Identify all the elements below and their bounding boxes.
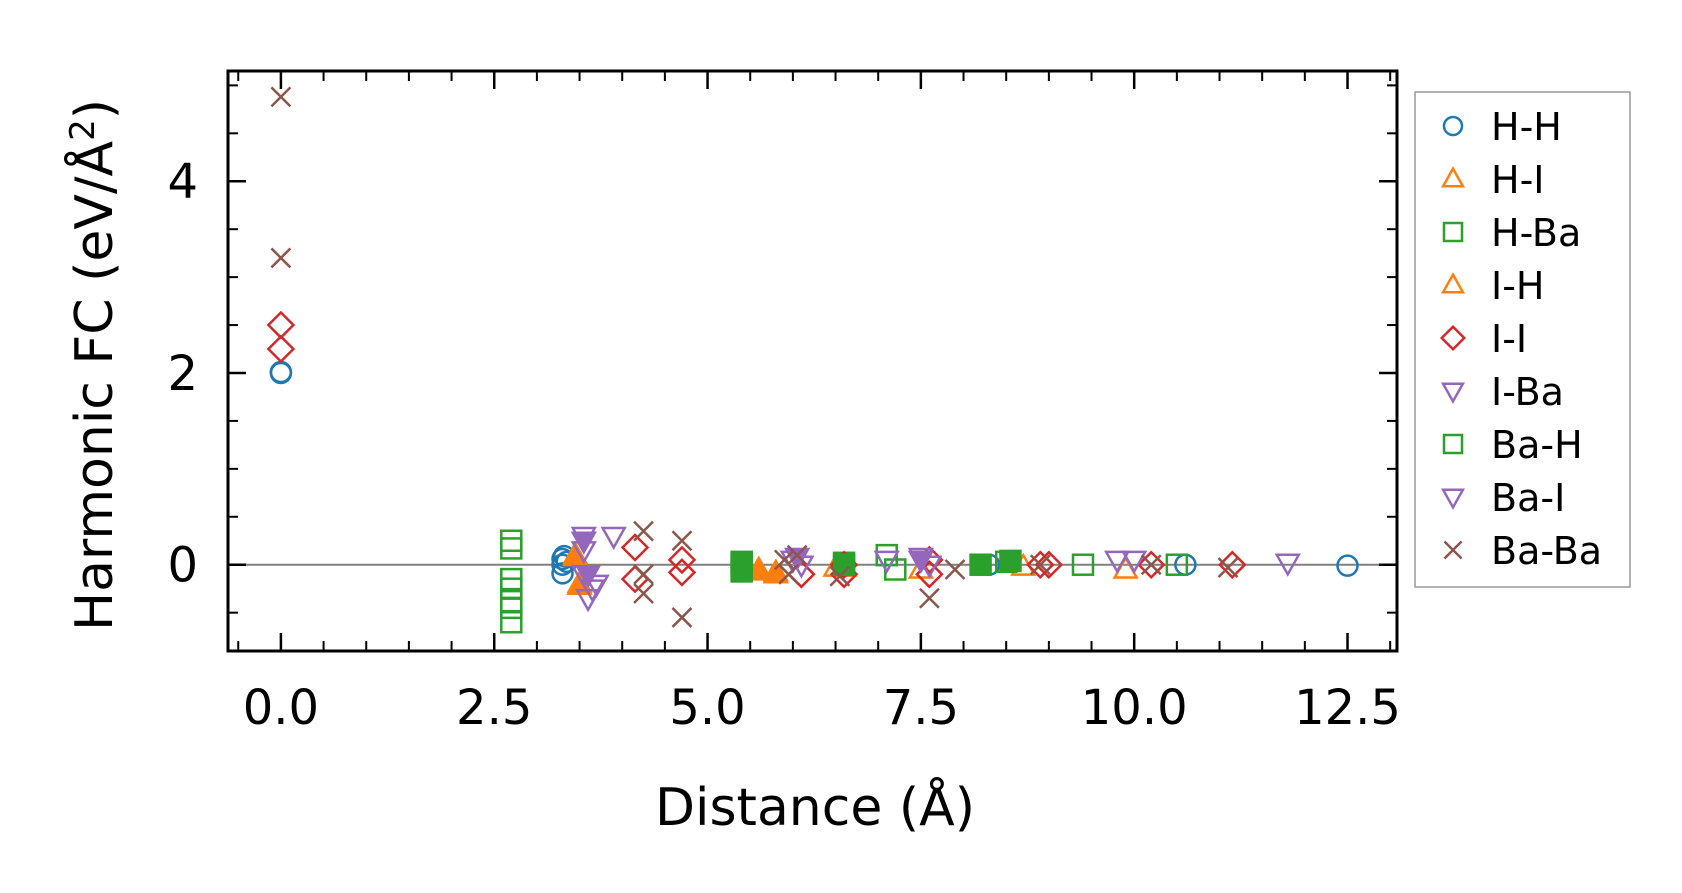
data-point-h-ba — [500, 537, 523, 560]
x-tick-label: 12.5 — [1294, 680, 1401, 736]
data-point-h-ba — [1071, 553, 1095, 576]
data-point-ba-ba — [786, 544, 808, 566]
legend-marker — [1440, 166, 1466, 188]
y-axis-label-main: Harmonic FC (eV/Å — [63, 140, 125, 631]
data-point-ba-ba — [671, 607, 693, 628]
data-point-ba-ba — [944, 559, 966, 580]
legend-label: H-H — [1491, 105, 1562, 149]
legend-label: I-H — [1491, 264, 1545, 308]
data-point-ba-h — [832, 553, 856, 576]
data-point-h-ba — [500, 529, 523, 553]
x-tick-label: 0.0 — [243, 680, 319, 736]
data-point-i-ba — [583, 574, 610, 598]
data-point-ba-ba — [633, 563, 654, 585]
legend-marker — [1442, 433, 1464, 455]
y-axis-label: Harmonic FC (eV/Å2) — [63, 99, 125, 631]
data-point-i-i — [1034, 550, 1064, 579]
y-tick-label: 0 — [167, 538, 198, 594]
data-point-h-ba — [500, 596, 523, 620]
data-point-ba-ba — [1217, 557, 1239, 578]
data-point-ba-ba — [1029, 554, 1051, 576]
axis-ticks — [228, 71, 1397, 651]
x-tick-label: 5.0 — [669, 680, 745, 736]
data-point-i-h — [745, 557, 772, 581]
legend-marker — [1440, 272, 1466, 294]
data-point-i-i — [1026, 550, 1055, 579]
legend-label: Ba-H — [1491, 423, 1583, 467]
data-point-h-ba — [1165, 553, 1189, 576]
legend-marker — [1440, 488, 1466, 510]
data-point-i-i — [667, 558, 697, 587]
y-tick-label: 2 — [167, 346, 198, 402]
y-axis-label-superscript: 2 — [63, 119, 103, 141]
legend-label: I-Ba — [1491, 370, 1564, 414]
data-point-ba-ba — [671, 530, 693, 552]
data-point-i-i — [667, 545, 697, 575]
data-point-ba-ba — [919, 587, 940, 609]
legend-marker — [1443, 540, 1463, 560]
data-point-i-i — [1218, 550, 1247, 579]
data-point-i-ba — [600, 526, 627, 551]
data-point-ba-i — [574, 565, 602, 589]
data-point-h-h — [1336, 554, 1359, 577]
y-axis-label-close: ) — [65, 99, 125, 119]
x-tick-label: 7.5 — [883, 680, 959, 736]
data-point-ba-h — [969, 553, 992, 576]
x-tick-label: 10.0 — [1081, 680, 1188, 736]
data-point-i-h — [762, 560, 789, 584]
data-point-i-ba — [1103, 550, 1131, 574]
legend-marker — [1440, 382, 1466, 404]
data-point-h-h — [269, 361, 293, 385]
y-tick-labels: 0 2 4 — [167, 154, 198, 593]
legend-label: Ba-Ba — [1491, 529, 1602, 573]
data-point-ba-ba — [773, 549, 795, 571]
x-axis-label: Distance (Å) — [655, 776, 975, 838]
y-tick-label: 4 — [167, 154, 198, 210]
legend-label: H-Ba — [1491, 211, 1581, 255]
data-point-ba-ba — [1140, 554, 1162, 576]
plot-frame — [226, 69, 1399, 653]
legend-marker — [1442, 221, 1464, 243]
legend-label: Ba-I — [1491, 476, 1565, 520]
data-point-i-i — [266, 310, 296, 340]
x-tick-label: 2.5 — [456, 680, 532, 736]
legend-label: I-I — [1491, 317, 1527, 361]
data-point-ba-i — [907, 550, 935, 574]
data-point-ba-h — [999, 549, 1022, 573]
data-point-i-i — [266, 334, 296, 364]
data-point-ba-ba — [633, 583, 654, 604]
data-point-i-ba — [873, 550, 900, 574]
data-point-h-ba — [500, 610, 523, 634]
data-point-ba-i — [570, 531, 597, 555]
data-point-i-i — [620, 533, 650, 562]
data-point-h-ba — [500, 589, 523, 613]
data-point-ba-ba — [633, 520, 654, 542]
data-point-i-ba — [1121, 550, 1148, 574]
data-point-ba-h — [730, 558, 753, 581]
legend-marker — [1442, 115, 1464, 137]
data-point-h-ba — [875, 543, 898, 567]
plot-area — [226, 69, 1399, 653]
data-point-ba-ba — [778, 563, 799, 585]
legend: H-H H-I H-Ba I-H I-I I-Ba Ba-H Ba-I Ba-Ba — [1414, 91, 1631, 588]
data-point-i-ba — [1274, 553, 1301, 577]
x-tick-labels: 0.0 2.5 5.0 7.5 10.0 12.5 — [243, 680, 1401, 736]
data-markers — [266, 86, 1359, 634]
legend-marker — [1439, 324, 1467, 352]
legend-label: H-I — [1491, 158, 1545, 202]
data-point-h-h — [551, 562, 574, 585]
data-point-ba-ba — [829, 565, 851, 587]
data-point-ba-ba — [270, 247, 292, 269]
data-point-i-i — [620, 564, 650, 594]
data-point-i-i — [1136, 550, 1166, 579]
data-point-ba-ba — [270, 86, 292, 108]
